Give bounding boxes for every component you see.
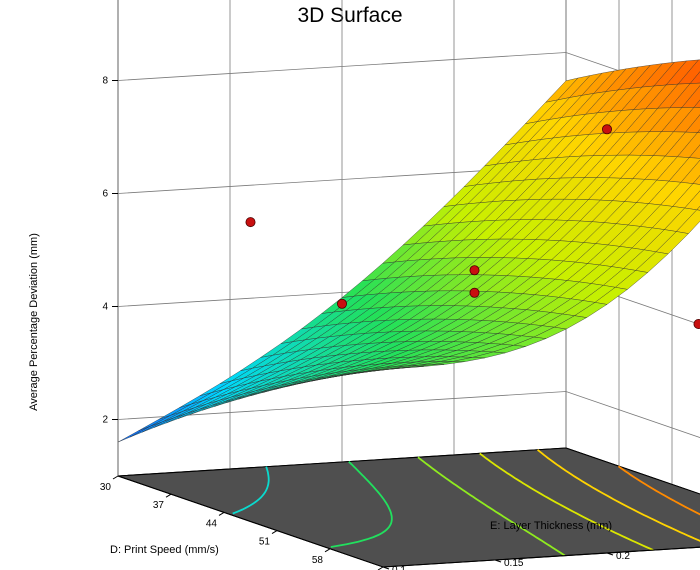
z-tick-label: 2	[102, 415, 108, 426]
z-tick-label: 4	[102, 302, 108, 313]
z-tick-label: 6	[102, 189, 108, 200]
design-point	[469, 287, 480, 298]
x-tick-mark	[271, 530, 278, 535]
x-tick-mark	[324, 548, 331, 553]
x-axis-line	[117, 475, 384, 568]
surface-patch	[693, 99, 700, 108]
design-point	[336, 298, 347, 309]
x-tick-label: 51	[259, 537, 271, 548]
design-point	[602, 124, 613, 135]
floor-contour-line	[232, 466, 270, 515]
x-tick-mark	[218, 511, 225, 516]
design-point	[469, 265, 480, 276]
surface-patch	[692, 175, 700, 185]
y-axis-label: E: Layer Thickness (mm)	[490, 520, 612, 532]
x-tick-mark	[165, 493, 172, 498]
surface-patch	[696, 205, 700, 211]
surface-patch	[370, 367, 404, 372]
y-tick-mark	[606, 552, 614, 556]
design-point	[245, 217, 256, 228]
z-gridline	[118, 0, 700, 31]
floor-contour-line	[617, 465, 700, 516]
y-tick-mark	[494, 559, 502, 563]
y-tick-label: 0.1	[392, 565, 406, 570]
x-axis-label: D: Print Speed (mm/s)	[110, 544, 219, 556]
x-tick-label: 44	[206, 518, 218, 529]
surface-patch	[697, 129, 700, 133]
floor-contour-line	[537, 449, 700, 542]
floor-contour-line	[479, 452, 654, 551]
floor-contour-line	[417, 456, 566, 557]
x-tick-mark	[112, 475, 119, 480]
z-tick-label: 8	[102, 76, 108, 87]
x-tick-label: 37	[153, 500, 165, 511]
z-axis-label: Average Percentage Deviation (mm)	[28, 233, 40, 411]
y-tick-mark	[382, 566, 390, 570]
x-tick-label: 58	[312, 555, 324, 566]
chart-title: 3D Surface	[297, 4, 403, 27]
y-tick-label: 0.2	[616, 551, 630, 562]
floor-contour-line	[330, 460, 393, 548]
x-tick-label: 30	[100, 482, 112, 493]
y-tick-label: 0.15	[504, 558, 524, 569]
design-point	[693, 319, 700, 329]
